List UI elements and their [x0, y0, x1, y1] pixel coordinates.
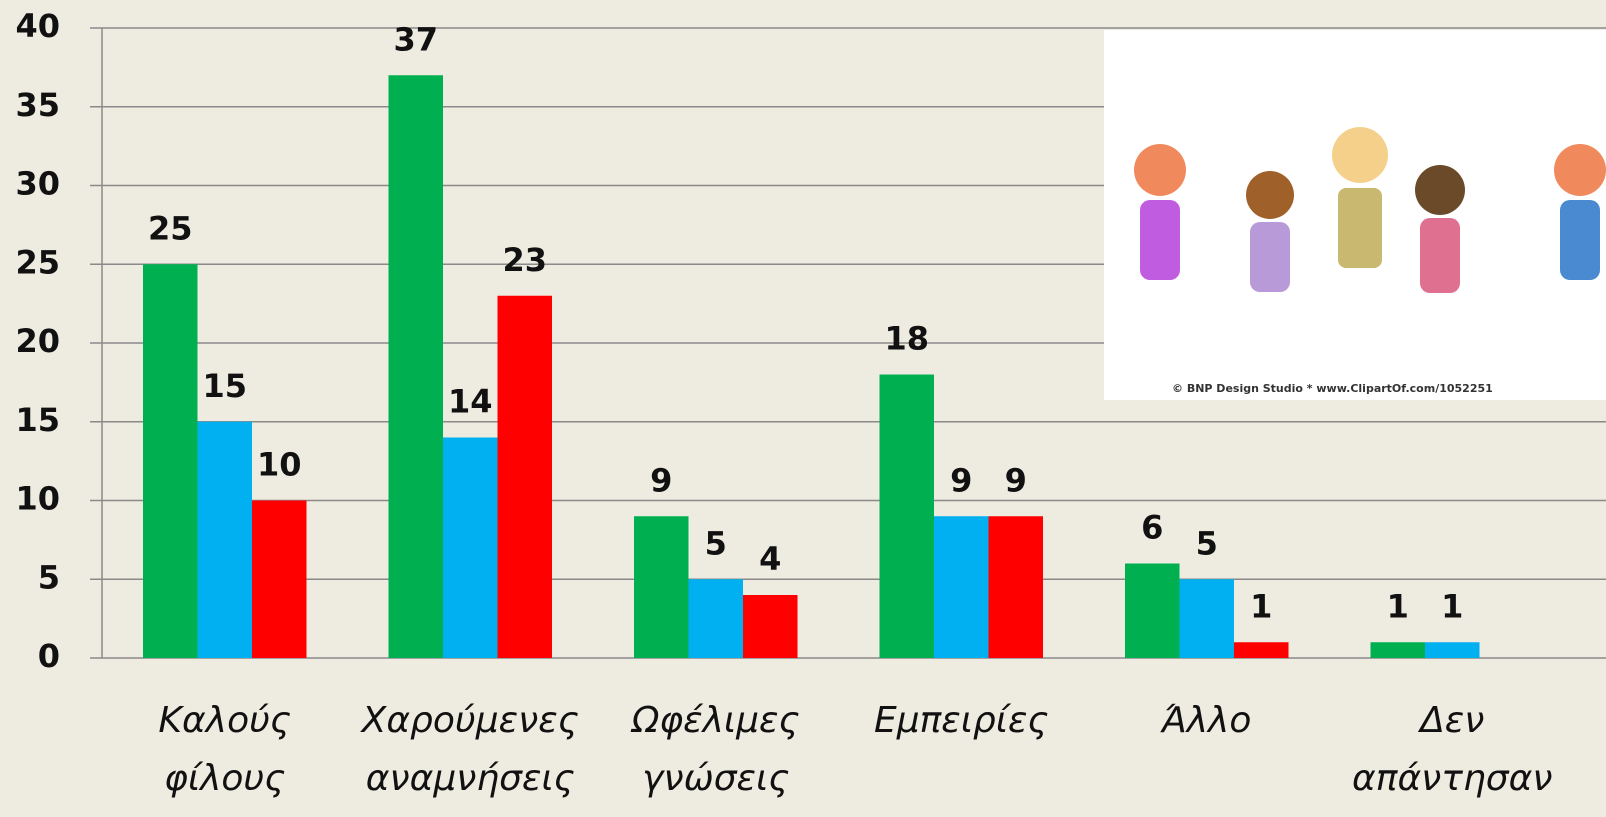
y-tick-label: 30 — [15, 165, 60, 203]
data-label: 1 — [1387, 587, 1409, 625]
data-label: 9 — [950, 461, 972, 499]
bar — [634, 516, 689, 658]
data-label: 9 — [1005, 461, 1027, 499]
bar — [934, 516, 989, 658]
data-label: 25 — [148, 209, 193, 247]
clipart-head — [1415, 165, 1465, 215]
clipart-head — [1554, 144, 1606, 196]
y-tick-label: 35 — [15, 86, 60, 124]
bar — [143, 264, 198, 658]
y-tick-label: 10 — [15, 480, 60, 518]
x-tick-label: Ωφέλιμες γνώσεις — [588, 692, 844, 808]
bar — [1180, 579, 1235, 658]
data-label: 23 — [502, 241, 547, 279]
data-label: 5 — [705, 524, 727, 562]
data-label: 10 — [257, 446, 302, 484]
clipart-body — [1560, 200, 1600, 280]
data-label: 6 — [1141, 509, 1163, 547]
y-tick-label: 20 — [15, 322, 60, 360]
data-label: 37 — [393, 20, 438, 58]
y-tick-label: 5 — [38, 558, 60, 596]
data-label: 15 — [202, 367, 247, 405]
bar — [1425, 642, 1480, 658]
bar — [689, 579, 744, 658]
x-tick-label: Άλλο — [1079, 692, 1335, 750]
bar — [1371, 642, 1426, 658]
clipart-body — [1420, 218, 1460, 293]
y-tick-label: 0 — [38, 637, 60, 675]
bar — [198, 422, 253, 658]
y-tick-label: 15 — [15, 401, 60, 439]
data-label: 1 — [1250, 587, 1272, 625]
bar — [389, 75, 444, 658]
data-label: 5 — [1196, 524, 1218, 562]
data-label: 4 — [759, 540, 781, 578]
x-tick-label: Δεν απάντησαν — [1325, 692, 1581, 808]
clipart-body — [1140, 200, 1180, 280]
bar — [252, 501, 307, 659]
y-tick-label: 25 — [15, 243, 60, 281]
bar — [743, 595, 798, 658]
data-label: 18 — [884, 320, 929, 358]
clipart-body — [1338, 188, 1382, 268]
x-tick-label: Χαρούμενες αναμνήσεις — [343, 692, 599, 808]
clipart: © BNP Design Studio * www.ClipartOf.com/… — [1104, 30, 1606, 400]
data-label: 1 — [1441, 587, 1463, 625]
clipart-head — [1134, 144, 1186, 196]
bar — [498, 296, 553, 658]
x-tick-label: Καλούς φίλους — [97, 692, 353, 808]
x-tick-label: Εμπειρίες — [834, 692, 1090, 750]
bar — [1125, 564, 1180, 659]
image-credit: © BNP Design Studio * www.ClipartOf.com/… — [1172, 382, 1493, 395]
data-label: 14 — [448, 383, 493, 421]
data-label: 9 — [650, 461, 672, 499]
clipart-head — [1332, 127, 1388, 183]
clipart-head — [1246, 171, 1294, 219]
bar — [989, 516, 1044, 658]
chart-page: © BNP Design Studio * www.ClipartOf.com/… — [0, 0, 1606, 817]
bar — [443, 438, 498, 659]
bar — [880, 375, 935, 659]
clipart-body — [1250, 222, 1290, 292]
y-tick-label: 40 — [15, 7, 60, 45]
bar — [1234, 642, 1289, 658]
